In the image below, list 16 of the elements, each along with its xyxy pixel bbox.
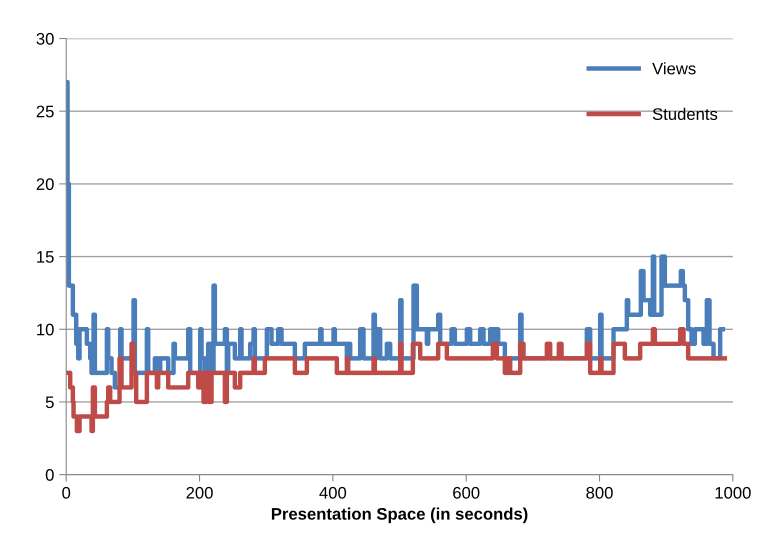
y-tick-label: 25 <box>36 106 54 118</box>
y-tick-label: 15 <box>37 251 54 263</box>
x-tick-label: 0 <box>62 486 70 499</box>
x-tick-label: 600 <box>453 486 480 499</box>
legend-label: Students <box>652 108 718 120</box>
y-tick-label: 0 <box>46 469 54 481</box>
x-tick-label: 400 <box>319 486 346 499</box>
x-tick-label: 200 <box>186 486 213 499</box>
y-tick-label: 10 <box>37 324 54 336</box>
y-tick-label: 30 <box>36 32 54 45</box>
y-tick-label: 5 <box>46 396 54 408</box>
x-tick-label: 800 <box>586 486 613 499</box>
x-axis-title: Presentation Space (in seconds) <box>272 508 528 524</box>
x-tick-label: 1000 <box>716 486 751 499</box>
y-tick-label: 20 <box>36 178 54 190</box>
legend-label: Views <box>652 62 696 74</box>
